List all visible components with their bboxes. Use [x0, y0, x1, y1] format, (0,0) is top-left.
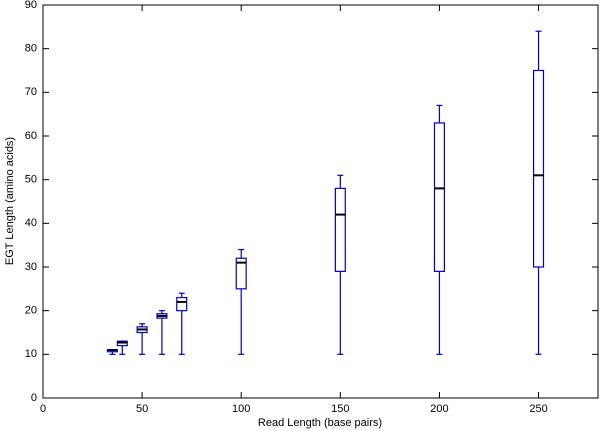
y-axis-label: EGT Length (amino acids): [4, 137, 16, 265]
box: [235, 257, 247, 290]
box: [334, 187, 346, 272]
box: [176, 296, 188, 312]
y-tick-label: 70: [25, 86, 37, 98]
x-tick-label: 100: [232, 403, 250, 415]
plot-frame: [42, 4, 599, 399]
x-tick-label: 250: [529, 403, 547, 415]
y-tick-label: 20: [25, 305, 37, 317]
x-tick-label: 50: [136, 403, 148, 415]
y-tick-label: 60: [25, 130, 37, 142]
y-tick-label: 30: [25, 261, 37, 273]
x-tick-label: 0: [40, 403, 46, 415]
x-tick-label: 200: [430, 403, 448, 415]
x-axis-label: Read Length (base pairs): [258, 417, 382, 429]
y-tick-label: 80: [25, 43, 37, 55]
box: [433, 122, 445, 272]
y-tick-label: 10: [25, 348, 37, 360]
y-tick-label: 0: [31, 392, 37, 404]
x-tick-label: 150: [331, 403, 349, 415]
y-tick-label: 50: [25, 174, 37, 186]
y-tick-label: 90: [25, 0, 37, 11]
y-tick-label: 40: [25, 217, 37, 229]
box: [532, 69, 545, 268]
